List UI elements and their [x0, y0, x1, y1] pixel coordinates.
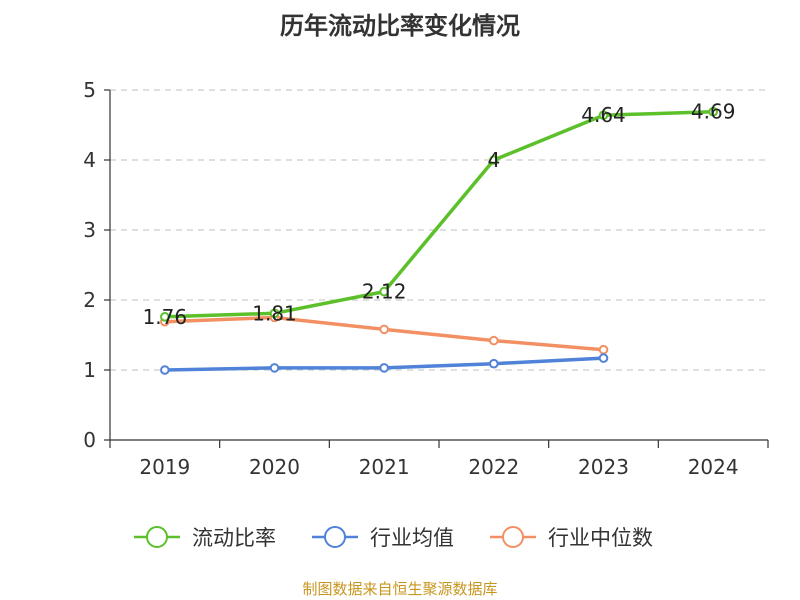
x-tick-label-2024: 2024 — [688, 455, 739, 479]
series-1-point-2021 — [379, 363, 389, 373]
data-label-2022: 4 — [487, 148, 500, 172]
series-0-point-2021 — [379, 286, 389, 297]
series-1-point-2019 — [160, 365, 170, 375]
x-tick-label-2019: 2019 — [139, 455, 190, 479]
y-tick-label-1: 1 — [83, 358, 96, 382]
series-0-point-2023 — [598, 110, 609, 120]
series-0-point-2022 — [489, 155, 499, 165]
y-tick-label-0: 0 — [83, 428, 96, 452]
y-tick-label-3: 3 — [83, 218, 96, 242]
series-1-point-2022 — [489, 358, 499, 369]
legend-label-2: 行业中位数 — [548, 526, 653, 550]
source-footer: 制图数据来自恒生聚源数据库 — [302, 580, 498, 598]
y-tick-label-5: 5 — [83, 78, 96, 102]
legend-marker-1 — [324, 526, 346, 548]
data-label-2024: 4.69 — [691, 100, 736, 124]
x-tick-label-2021: 2021 — [359, 455, 410, 479]
data-label-2020: 1.81 — [252, 301, 297, 325]
series-0-point-2020 — [269, 308, 280, 319]
chart-title: 历年流动比率变化情况 — [280, 12, 520, 40]
y-tick-label-4: 4 — [83, 148, 96, 172]
series-1-point-2020 — [269, 363, 280, 373]
x-tick-label-2020: 2020 — [249, 455, 300, 479]
y-tick-label-2: 2 — [83, 288, 96, 312]
series-0-point-2019 — [160, 312, 170, 322]
legend-label-1: 行业均值 — [370, 526, 454, 550]
series-2-point-2023 — [598, 344, 609, 355]
series-1-point-2023 — [598, 353, 609, 363]
series-2-point-2022 — [489, 335, 499, 346]
legend-marker-2 — [502, 526, 524, 548]
series-0-point-2024 — [708, 106, 718, 117]
series-line-0 — [163, 109, 715, 319]
legend-label-0: 流动比率 — [192, 526, 276, 550]
x-tick-label-2022: 2022 — [468, 455, 519, 479]
data-label-2019: 1.76 — [143, 305, 188, 329]
x-tick-label-2023: 2023 — [578, 455, 629, 479]
legend-marker-0 — [146, 526, 168, 548]
data-label-2023: 4.64 — [581, 103, 626, 127]
series-2-point-2021 — [379, 324, 389, 335]
data-label-2021: 2.12 — [362, 280, 407, 304]
